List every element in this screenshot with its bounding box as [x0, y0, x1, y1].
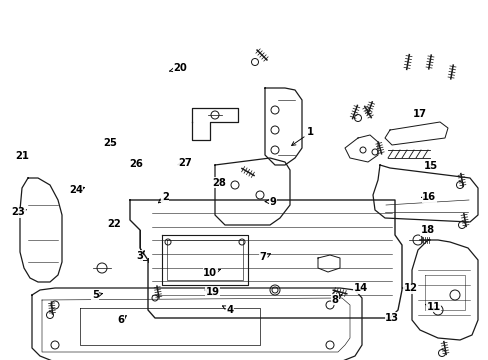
Text: 1: 1 — [291, 127, 313, 145]
Text: 27: 27 — [177, 158, 191, 168]
Text: 17: 17 — [412, 109, 426, 120]
Text: 13: 13 — [385, 312, 398, 323]
Text: 19: 19 — [204, 287, 219, 297]
Text: 8: 8 — [331, 294, 341, 305]
Text: 5: 5 — [92, 290, 102, 300]
Text: 6: 6 — [118, 315, 126, 325]
Text: 18: 18 — [420, 225, 434, 235]
Text: 11: 11 — [425, 302, 440, 312]
Text: 4: 4 — [222, 305, 233, 315]
Text: 2: 2 — [158, 192, 168, 203]
Text: 3: 3 — [136, 251, 144, 261]
Text: 24: 24 — [69, 185, 84, 195]
Text: 7: 7 — [259, 252, 270, 262]
Text: 9: 9 — [264, 197, 276, 207]
Text: 10: 10 — [203, 268, 220, 278]
Text: 22: 22 — [107, 219, 121, 229]
Text: 15: 15 — [424, 161, 437, 171]
Text: 26: 26 — [129, 159, 142, 169]
Text: 28: 28 — [212, 178, 225, 188]
Text: 21: 21 — [15, 150, 29, 161]
Text: 14: 14 — [353, 283, 367, 293]
Text: 23: 23 — [12, 207, 26, 217]
Text: 16: 16 — [421, 192, 435, 202]
Text: 20: 20 — [169, 63, 186, 73]
Text: 12: 12 — [402, 283, 417, 293]
Text: 25: 25 — [103, 138, 117, 148]
